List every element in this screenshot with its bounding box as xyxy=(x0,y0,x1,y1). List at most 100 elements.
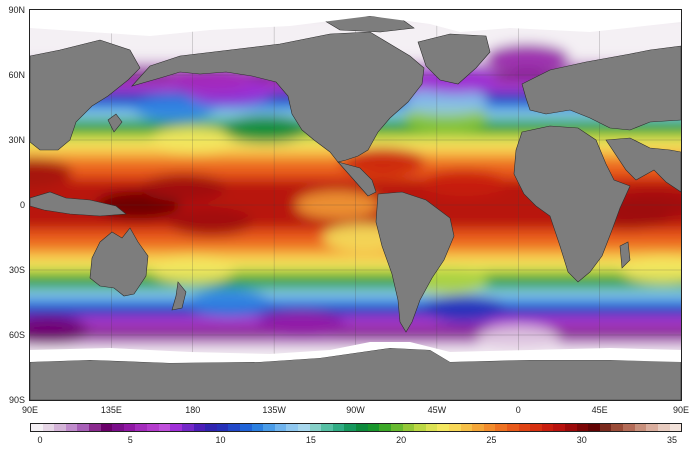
colorbar-swatch xyxy=(239,424,252,431)
colorbar-swatch xyxy=(472,424,484,431)
sst-region xyxy=(485,43,570,72)
colorbar-swatch xyxy=(506,424,519,431)
colorbar-swatch xyxy=(448,424,461,431)
colorbar-swatch xyxy=(193,424,206,431)
longitude-label: 90W xyxy=(346,405,365,415)
colorbar-swatch xyxy=(251,424,264,431)
latitude-label: 60S xyxy=(8,330,25,340)
colorbar-tick-label: 25 xyxy=(486,435,497,445)
colorbar-swatch xyxy=(611,424,624,431)
colorbar-tick-label: 15 xyxy=(305,435,316,445)
latitude-label: 60N xyxy=(8,70,25,80)
sst-region xyxy=(141,173,226,202)
colorbar-swatch xyxy=(623,424,635,431)
colorbar-swatch xyxy=(402,424,415,431)
colorbar-tick-label: 35 xyxy=(666,435,677,445)
sst-region xyxy=(259,310,344,339)
colorbar-swatch xyxy=(599,424,612,431)
colorbar-tick-label: 20 xyxy=(396,435,407,445)
colorbar-swatch xyxy=(158,424,171,431)
colorbar-swatch xyxy=(147,424,159,431)
colorbar-swatch xyxy=(89,424,101,431)
longitude-label: 45E xyxy=(591,405,608,415)
colorbar-swatch xyxy=(181,424,194,431)
japan xyxy=(107,113,123,133)
colorbar-swatch xyxy=(77,424,90,431)
colorbar-swatch xyxy=(123,424,136,431)
longitude-label: 90E xyxy=(672,405,689,415)
colorbar-swatch xyxy=(274,424,287,431)
colorbar-swatch xyxy=(65,424,78,431)
latitude-label: 30S xyxy=(8,265,25,275)
new-zealand xyxy=(171,281,187,311)
colorbar-swatch xyxy=(634,424,647,431)
colorbar-swatch xyxy=(112,424,124,431)
colorbar-tick-label: 5 xyxy=(127,435,133,445)
temperature-colorbar xyxy=(30,423,682,432)
colorbar-swatch xyxy=(100,424,113,431)
colorbar-swatch xyxy=(483,424,496,431)
colorbar-swatch xyxy=(669,424,682,431)
colorbar-swatch xyxy=(460,424,473,431)
colorbar-swatch xyxy=(565,424,577,431)
sst-region xyxy=(186,288,271,317)
sea-surface-temperature-map xyxy=(29,9,682,401)
colorbar-swatch xyxy=(367,424,380,431)
colorbar-swatch xyxy=(54,424,66,431)
colorbar-swatch xyxy=(263,424,275,431)
colorbar-swatch xyxy=(646,424,658,431)
sea-ice xyxy=(30,10,681,363)
colorbar-swatch xyxy=(530,424,542,431)
latitude-label: 30N xyxy=(8,135,25,145)
colorbar-swatch xyxy=(135,424,148,431)
colorbar-swatch xyxy=(425,424,438,431)
colorbar-swatch xyxy=(390,424,403,431)
colorbar-swatch xyxy=(31,424,43,431)
sst-region xyxy=(168,208,253,237)
colorbar-swatch xyxy=(356,424,368,431)
colorbar-tick-label: 30 xyxy=(576,435,587,445)
latitude-label: 0 xyxy=(19,200,25,210)
longitude-label: 135E xyxy=(100,405,122,415)
colorbar-swatch xyxy=(588,424,600,431)
longitude-label: 90E xyxy=(21,405,38,415)
colorbar-swatch xyxy=(576,424,589,431)
antarctic-ice xyxy=(30,342,681,363)
central-america xyxy=(337,161,377,197)
colorbar-swatch xyxy=(495,424,507,431)
colorbar-swatch xyxy=(437,424,449,431)
colorbar-swatch xyxy=(541,424,554,431)
colorbar-swatch xyxy=(414,424,426,431)
greenland xyxy=(417,33,491,85)
sst-region xyxy=(223,115,308,144)
longitude-label: 45W xyxy=(427,405,447,415)
madagascar xyxy=(619,241,631,269)
colorbar-swatch xyxy=(205,424,217,431)
colorbar-swatch xyxy=(42,424,55,431)
sst-region xyxy=(403,87,488,115)
africa xyxy=(513,125,631,283)
north-america xyxy=(131,31,425,163)
indonesia xyxy=(30,191,127,217)
land-mask xyxy=(30,15,681,400)
colorbar-swatch xyxy=(321,424,333,431)
sst-region xyxy=(422,169,506,198)
longitude-label: 180 xyxy=(185,405,201,415)
arctic-ice xyxy=(30,10,681,36)
arabia-india xyxy=(605,137,681,193)
colorbar-swatch xyxy=(309,424,322,431)
asia xyxy=(30,39,141,151)
south-america xyxy=(375,191,455,333)
colorbar-swatch xyxy=(298,424,310,431)
sst-region xyxy=(30,316,91,345)
colorbar-swatch xyxy=(332,424,345,431)
colorbar-swatch xyxy=(344,424,357,431)
sst-region xyxy=(340,147,425,176)
map-svg xyxy=(30,10,681,400)
colorbar-tick-label: 0 xyxy=(37,435,43,445)
colorbar-tick-label: 10 xyxy=(215,435,226,445)
sst-region xyxy=(422,295,506,323)
australia xyxy=(89,227,149,297)
longitude-label: 135W xyxy=(262,405,286,415)
colorbar-swatch xyxy=(170,424,182,431)
